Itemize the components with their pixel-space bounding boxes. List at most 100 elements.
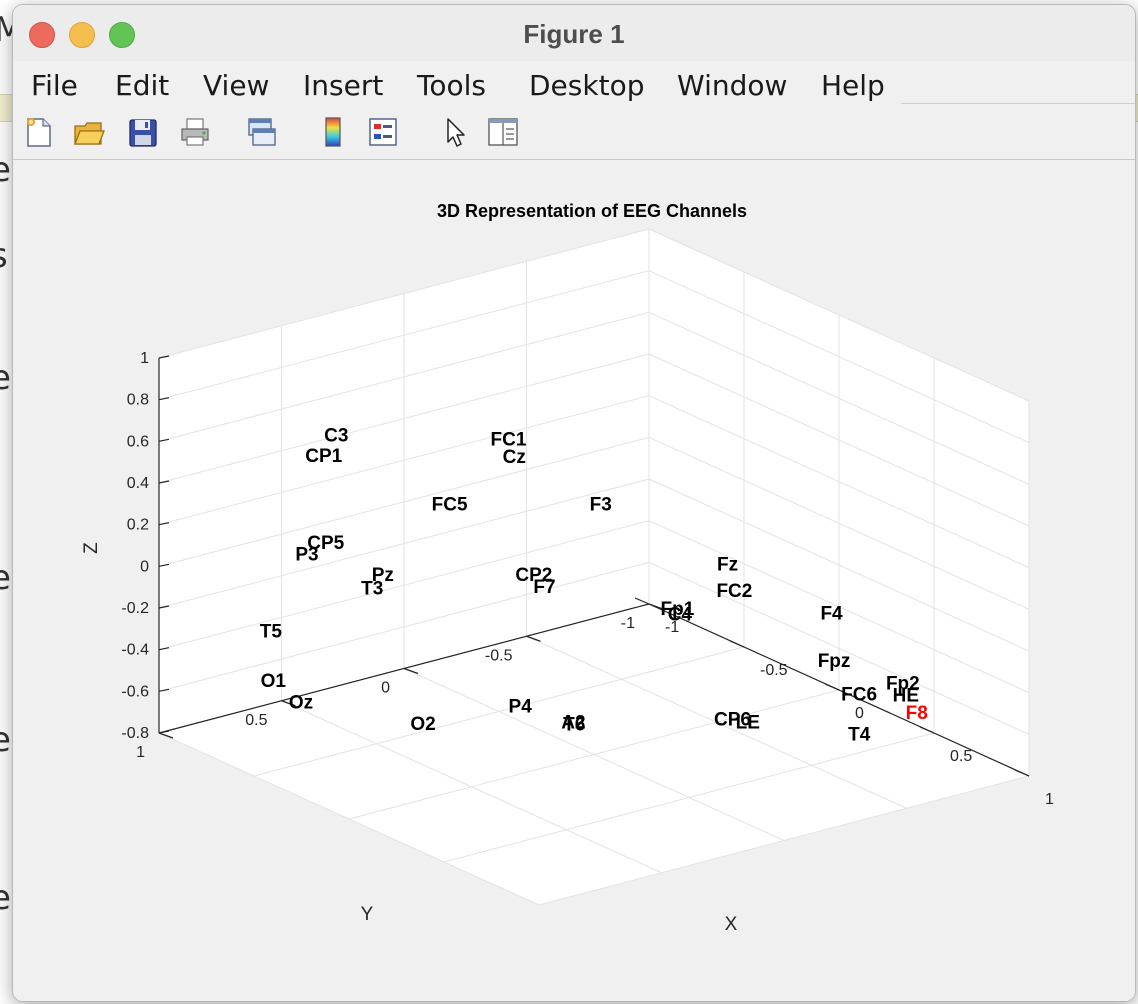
x-tick-mark bbox=[1014, 769, 1030, 777]
menu-help[interactable]: Help bbox=[821, 69, 885, 102]
channel-label: Cz bbox=[503, 447, 526, 468]
channel-label: F4 bbox=[820, 603, 843, 624]
y-tick-mark bbox=[648, 603, 664, 610]
x-tick-label: 0 bbox=[855, 705, 864, 722]
channel-label: FC1 bbox=[491, 430, 527, 451]
minimize-button[interactable] bbox=[69, 22, 95, 48]
grid-line bbox=[648, 311, 1030, 485]
menu-desktop[interactable]: Desktop bbox=[529, 69, 645, 102]
channel-label: CP1 bbox=[305, 446, 342, 467]
x-axis-label: X bbox=[725, 914, 738, 935]
grid-line bbox=[648, 228, 1030, 402]
channel-label: Oz bbox=[289, 692, 313, 713]
grid-line bbox=[648, 436, 1030, 610]
background-text: e bbox=[0, 358, 11, 398]
z-tick-label: 0.4 bbox=[127, 475, 149, 492]
z-tick-mark bbox=[158, 563, 170, 567]
z-tick-label: -0.6 bbox=[121, 683, 149, 700]
channel-label: HE bbox=[893, 686, 919, 707]
menu-view[interactable]: View bbox=[203, 69, 270, 102]
channel-label: F8 bbox=[906, 703, 928, 724]
z-tick-label: 1 bbox=[140, 350, 149, 367]
grid-line bbox=[648, 353, 1030, 527]
x-tick-mark bbox=[919, 726, 935, 734]
grid-line bbox=[158, 270, 650, 401]
open-file-icon[interactable] bbox=[73, 115, 105, 149]
channel-label: FC5 bbox=[432, 495, 468, 516]
grid-line bbox=[158, 436, 650, 567]
y-tick-label: -0.5 bbox=[485, 647, 513, 664]
x-tick-label: -0.5 bbox=[760, 662, 788, 679]
channel-label: FC2 bbox=[716, 581, 752, 602]
grid-line bbox=[158, 228, 650, 359]
channel-label: T6 bbox=[563, 715, 585, 736]
close-button[interactable] bbox=[29, 22, 55, 48]
z-tick-mark bbox=[158, 438, 170, 442]
save-icon[interactable] bbox=[127, 115, 159, 149]
z-tick-mark bbox=[158, 522, 170, 526]
legend-icon[interactable] bbox=[367, 115, 399, 149]
channel-label: P3 bbox=[295, 544, 318, 565]
y-tick-label: 1 bbox=[136, 744, 145, 761]
channel-label: FC6 bbox=[841, 684, 877, 705]
zoom-button[interactable] bbox=[109, 22, 135, 48]
z-tick-mark bbox=[158, 730, 170, 734]
pointer-icon[interactable] bbox=[441, 115, 473, 149]
menu-insert[interactable]: Insert bbox=[303, 69, 384, 102]
channel-label: C4 bbox=[668, 605, 693, 626]
menu-file[interactable]: File bbox=[31, 69, 78, 102]
title-bar[interactable]: Figure 1 bbox=[13, 5, 1135, 61]
window-title: Figure 1 bbox=[523, 19, 625, 49]
y-tick-mark bbox=[281, 700, 296, 707]
background-text: e bbox=[0, 720, 11, 760]
y-tick-label: 0 bbox=[381, 680, 390, 697]
channel-label: F3 bbox=[590, 495, 612, 516]
grid-line bbox=[648, 270, 1030, 444]
z-tick-mark bbox=[158, 355, 170, 359]
channel-label: T4 bbox=[848, 725, 871, 746]
grid-line bbox=[648, 520, 1030, 694]
grid-line bbox=[158, 311, 650, 442]
channel-label: CP2 bbox=[515, 565, 552, 586]
menu-tools[interactable]: Tools bbox=[417, 69, 486, 102]
chart-title: 3D Representation of EEG Channels bbox=[437, 201, 747, 221]
channel-label: C3 bbox=[324, 425, 348, 446]
colorbar-icon[interactable] bbox=[317, 115, 349, 149]
grid-line bbox=[281, 700, 662, 874]
menu-window[interactable]: Window bbox=[677, 69, 788, 102]
z-axis-label: Z bbox=[81, 542, 102, 554]
channel-label: LE bbox=[736, 712, 760, 733]
z-tick-mark bbox=[158, 605, 170, 609]
channel-label: A2 bbox=[561, 713, 585, 734]
background-text: s bbox=[0, 236, 8, 276]
background-text: e bbox=[0, 150, 11, 190]
channel-label: Pz bbox=[372, 565, 394, 586]
new-figure-icon[interactable] bbox=[23, 115, 55, 149]
z-tick-label: 0.2 bbox=[127, 517, 149, 534]
x-tick-mark bbox=[824, 683, 840, 691]
channel-label: Fp2 bbox=[886, 673, 920, 694]
channel-label: O1 bbox=[261, 671, 287, 692]
y-tick-label: 0.5 bbox=[245, 712, 267, 729]
print-icon[interactable] bbox=[179, 115, 211, 149]
channel-label: F7 bbox=[533, 577, 555, 598]
z-tick-label: 0.8 bbox=[127, 392, 149, 409]
menu-edit[interactable]: Edit bbox=[115, 69, 170, 102]
y-tick-mark bbox=[403, 667, 419, 675]
grid-line bbox=[158, 353, 650, 484]
x-tick-mark bbox=[634, 597, 650, 605]
grid-line bbox=[158, 520, 650, 651]
grid-line bbox=[648, 395, 1030, 569]
property-inspector-icon[interactable] bbox=[487, 115, 519, 149]
z-tick-mark bbox=[158, 480, 170, 484]
menu-bar: File Edit View Insert Tools Desktop Wind… bbox=[13, 61, 1135, 147]
grid-line bbox=[158, 395, 650, 526]
link-plot-icon[interactable] bbox=[245, 115, 277, 149]
grid-line bbox=[158, 561, 650, 692]
z-tick-mark bbox=[158, 647, 170, 651]
grid-line bbox=[158, 732, 540, 906]
y-tick-label: -1 bbox=[621, 615, 635, 632]
channel-label: CP6 bbox=[714, 709, 751, 730]
